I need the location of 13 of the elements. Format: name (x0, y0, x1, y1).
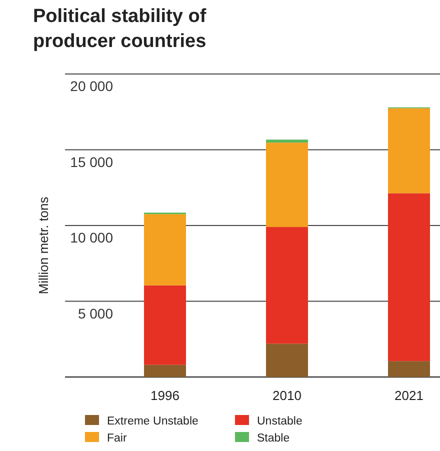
legend-label: Extreme Unstable (107, 416, 198, 428)
y-tick-label: 20 000 (70, 78, 114, 94)
y-axis-title: Million metr. tons (36, 196, 51, 294)
x-tick-label: 2010 (272, 388, 302, 403)
legend-label: Fair (107, 432, 127, 444)
legend-label: Stable (257, 432, 290, 444)
y-tick-label: 15 000 (70, 154, 114, 170)
chart-title: Political stability of producer countries (33, 6, 207, 52)
y-tick-label: 10 000 (70, 230, 114, 246)
x-tick-label: 2021 (394, 388, 424, 403)
y-tick-label: 5 000 (78, 305, 114, 322)
legend-label: Unstable (257, 416, 302, 428)
x-tick-label: 1996 (150, 388, 180, 403)
